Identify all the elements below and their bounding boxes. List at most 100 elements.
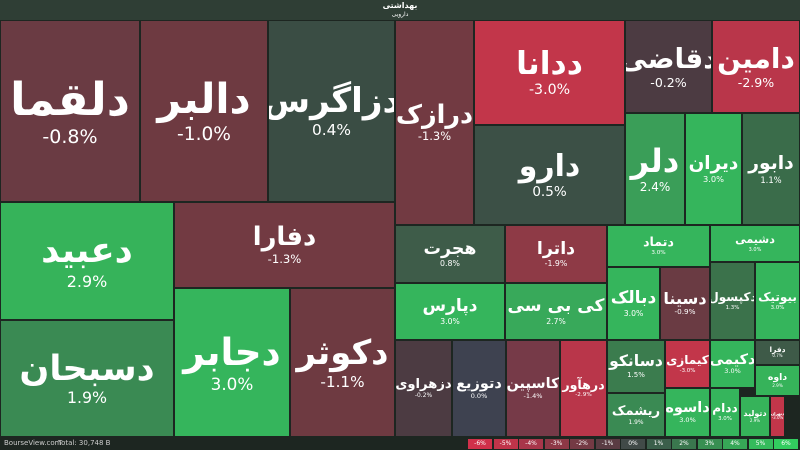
tile-name: دفرا [769,344,786,354]
tile-change: 3.0% [623,308,644,318]
legend-item: 4% [723,439,747,449]
tile: کی بی سی 2.7% [505,283,607,340]
tile: دکیمی 3.0% [710,340,755,388]
tile-change: -0.2% [414,392,433,399]
tile-change: -1.3% [417,129,452,144]
tile: دتهران -3.0% [770,396,785,437]
tile-name: دسانکو [609,352,663,371]
tile-change: -3.0% [679,367,696,374]
tile: دسینا -0.9% [660,267,710,340]
tile: دیران 3.0% [685,113,742,225]
tile-change: 2.4% [639,180,671,195]
tile-name: دالبر [157,75,251,124]
tile-name: دفارا [252,222,317,253]
tile-name: دکپسول [710,289,755,304]
tile-name: کی بی سی [507,296,605,317]
tile: داترا -1.9% [505,225,607,283]
tile-change: 2.9% [66,271,108,291]
tile: دعبید 2.9% [0,202,174,320]
legend-item: 3% [697,439,722,449]
legend-item: -3% [544,439,569,449]
tile-name: دتماد [643,234,674,250]
tile-change: -0.2% [650,75,687,90]
tile-change: -2.9% [737,75,775,90]
header-subtitle: دارویی [391,11,409,18]
tile: کیمازی -3.0% [665,340,710,388]
tile-change: 0.4% [311,121,352,140]
legend-item: -2% [570,439,594,449]
tile: ددام 3.0% [710,388,740,437]
tile-name: دابور [748,153,794,175]
tile-name: دسبحان [19,347,155,389]
tile-change: 3.0% [651,249,666,256]
tile-change: -2.9% [575,392,592,399]
tile: دسانکو 1.5% [607,340,665,393]
site: BourseView.com [4,439,62,447]
tile: داوه 2.9% [755,365,800,396]
tile-change: 3.0% [440,316,460,326]
tile-change: -3.0% [528,82,571,99]
tile: بیوتیک 3.0% [755,262,800,340]
tile-name: دلر [630,142,680,181]
tile: دالبر -1.0% [140,20,268,202]
tile-name: درازک [395,99,474,130]
tile: درازک -1.3% [395,20,474,225]
tile-change: -1.1% [320,372,365,391]
tile: هجرت 0.8% [395,225,505,283]
tile-change: 2.7% [546,316,566,326]
tile-change: 3.0% [718,416,732,423]
tile: دجابر 3.0% [174,288,290,437]
tile-name: هجرت [423,239,477,260]
tile-name: دتولید [743,409,767,419]
tile: دتولید 2.9% [740,396,770,437]
tile: دسبحان 1.9% [0,320,174,437]
tile-change: -0.9% [674,307,696,317]
tile-name: دتهران [770,410,785,416]
tile-change: 1.9% [628,419,644,427]
legend-item: 5% [748,439,773,449]
tile-change: 3.0% [748,246,762,253]
tile-name: ددام [712,401,738,416]
tile-change: 0.7% [772,353,783,359]
tile-name: کاسپین [506,376,560,393]
tile: دفرا 0.7% [755,340,800,365]
tile: دتماد 3.0% [607,225,710,267]
tile-change: 3.0% [210,373,254,394]
total: Total: 30,748 B [58,439,111,447]
tile-name: داترا [536,239,576,260]
legend-item: -6% [468,439,492,449]
tile: دتوزیع 0.0% [452,340,506,437]
footer: BourseView.com Total: 30,748 B -6% -5% -4%… [0,437,800,450]
tile-name: داوه [767,371,788,383]
tile-change: 1.3% [725,304,740,311]
header-title: بهداشتی [382,1,418,10]
tile: دامین -2.9% [712,20,800,113]
legend-item: 2% [672,439,696,449]
tile-name: دبالک [610,288,657,309]
tile: دپارس 3.0% [395,283,505,340]
legend-item: 1% [646,439,671,449]
tile-name: دجابر [183,329,281,374]
tile-name: ریشمک [611,403,661,419]
tile-name: دپارس [422,296,478,317]
tile: دارو 0.5% [474,125,625,225]
legend-item: -1% [595,439,620,449]
tile-change: 1.5% [627,370,645,380]
tile-change: 1.1% [760,174,782,185]
tile-name: دقاضی [625,41,711,75]
tile-change: 1.9% [66,388,108,408]
tile-name: دعبید [41,230,133,272]
tile-change: -1.4% [523,391,543,400]
tile: دلر 2.4% [625,113,685,225]
tile: داسوه 3.0% [665,388,710,437]
tile-change: 0.0% [470,391,488,400]
tile-change: 3.0% [724,367,741,376]
tile-name: دیران [688,153,739,175]
tile-name: داسوه [665,400,710,417]
tile-name: دلقما [10,72,130,126]
tile: ددانا -3.0% [474,20,625,125]
legend-item: -4% [519,439,543,449]
tile: دکوثر -1.1% [290,288,395,437]
legend-item: -5% [493,439,518,449]
tile-change: -1.9% [544,259,568,269]
